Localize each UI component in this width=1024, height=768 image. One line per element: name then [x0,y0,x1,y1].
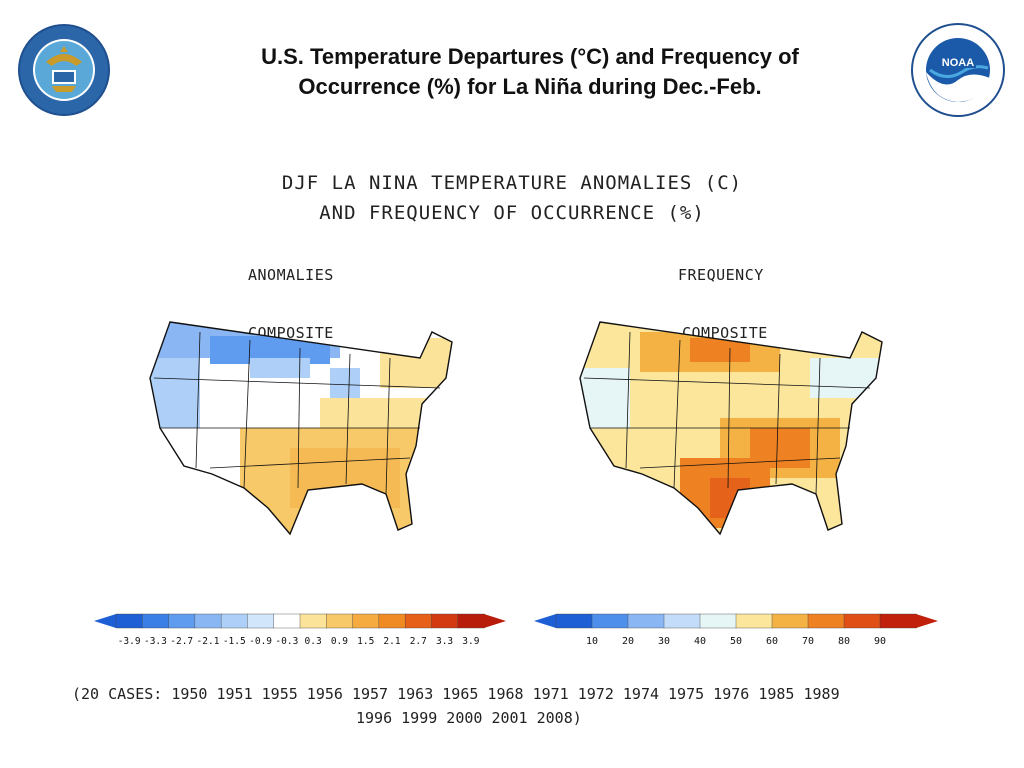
frequency-colorbar-segment [807,613,845,629]
frequency-colorbar-tick-label: 10 [586,636,598,647]
anomaly-colorbar-segment [142,613,170,629]
anomalies-panel-label: ANOMALIES [248,266,334,284]
frequency-colorbar-segment [843,613,881,629]
anomaly-colorbar-tick-label: -3.3 [144,636,167,647]
frequency-colorbar-segments [534,613,938,629]
department-of-commerce-seal-icon [18,24,110,116]
cases-line-1: (20 CASES: 1950 1951 1955 1956 1957 1963… [72,685,840,703]
frequency-colorbar: 10 20 30 40 50 60 70 80 90 [534,613,938,647]
slide-title-line-1: U.S. Temperature Departures (°C) and Fre… [261,44,799,69]
frequency-colorbar-tick-label: 50 [730,636,742,647]
anomaly-colorbar-segment [247,613,275,629]
frequency-colorbar-segment [735,613,773,629]
frequency-colorbar-tick-label: 70 [802,636,814,647]
anomaly-colorbar-tick-label: -3.9 [118,636,141,647]
frequency-colorbar-tick-label: 20 [622,636,634,647]
figure-title-line-2: AND FREQUENCY OF OCCURRENCE (%) [319,202,705,224]
anomaly-colorbar-tick-label: 0.3 [305,636,322,647]
frequency-colorbar-segment [555,613,593,629]
anomaly-colorbar-segment [326,613,354,629]
anomaly-colorbar-tick-label: 3.9 [462,636,479,647]
anomaly-map [149,321,453,536]
frequency-colorbar-segment [627,613,665,629]
frequency-colorbar-tick-label: 40 [694,636,706,647]
figure-title-line-1: DJF LA NINA TEMPERATURE ANOMALIES (C) [281,172,743,194]
cases-line-2: 1996 1999 2000 2001 2008) [356,709,582,727]
anomaly-colorbar-segment [168,613,196,629]
anomaly-colorbar-segments [94,613,506,629]
frequency-colorbar-tick-label: 60 [766,636,778,647]
anomaly-colorbar-tick-label: 2.1 [383,636,400,647]
noaa-logo-icon: NOAA [911,23,1005,117]
frequency-colorbar-segment [591,613,629,629]
anomaly-colorbar-segment [115,613,143,629]
anomaly-colorbar-segment [299,613,327,629]
frequency-colorbar-tick-label: 80 [838,636,850,647]
anomaly-colorbar-left-arrow [94,614,116,628]
frequency-colorbar-ticks: 10 20 30 40 50 60 70 80 90 [586,636,886,647]
frequency-colorbar-segment [879,613,917,629]
frequency-panel-label: FREQUENCY [678,266,764,284]
anomaly-colorbar-segment [404,613,433,629]
anomaly-colorbar: -3.9 -3.3 -2.7 -2.1 -1.5 -0.9 -0.3 0.3 0.9 1.5 2.1… [94,613,506,647]
anomaly-colorbar-right-arrow [484,614,506,628]
cases-list: (20 CASES: 1950 1951 1955 1956 1957 1963… [72,682,840,730]
anomaly-colorbar-segment [431,613,459,629]
anomaly-colorbar-tick-label: 0.9 [331,636,348,647]
anomaly-colorbar-segment [273,613,301,629]
anomaly-colorbar-tick-label: -1.5 [223,636,246,647]
slide-title-line-2: Occurrence (%) for La Niña during Dec.-F… [298,74,762,99]
anomaly-colorbar-segment [378,613,406,629]
anomaly-colorbar-segment [220,613,249,629]
frequency-colorbar-segment [663,613,701,629]
anomaly-colorbar-tick-label: -0.3 [275,636,298,647]
frequency-colorbar-segment [699,613,737,629]
frequency-colorbar-right-arrow [916,614,938,628]
frequency-map [579,321,883,536]
anomaly-colorbar-segment [457,613,485,629]
anomaly-colorbar-tick-label: 3.3 [436,636,453,647]
anomaly-colorbar-tick-label: -0.9 [249,636,272,647]
anomaly-colorbar-tick-label: -2.1 [197,636,220,647]
noaa-wordmark: NOAA [942,57,974,69]
anomaly-colorbar-segment [194,613,222,629]
anomaly-colorbar-segment [352,613,380,629]
anomaly-colorbar-tick-label: 2.7 [410,636,427,647]
frequency-colorbar-left-arrow [534,614,556,628]
anomaly-colorbar-tick-label: -2.7 [170,636,193,647]
frequency-colorbar-tick-label: 90 [874,636,886,647]
frequency-colorbar-segment [771,613,809,629]
frequency-colorbar-tick-label: 30 [658,636,670,647]
anomaly-colorbar-tick-label: 1.5 [357,636,374,647]
anomaly-colorbar-ticks: -3.9 -3.3 -2.7 -2.1 -1.5 -0.9 -0.3 0.3 0.9 1.5 2.1… [118,636,480,647]
slide-title: U.S. Temperature Departures (°C) and Fre… [150,42,910,102]
